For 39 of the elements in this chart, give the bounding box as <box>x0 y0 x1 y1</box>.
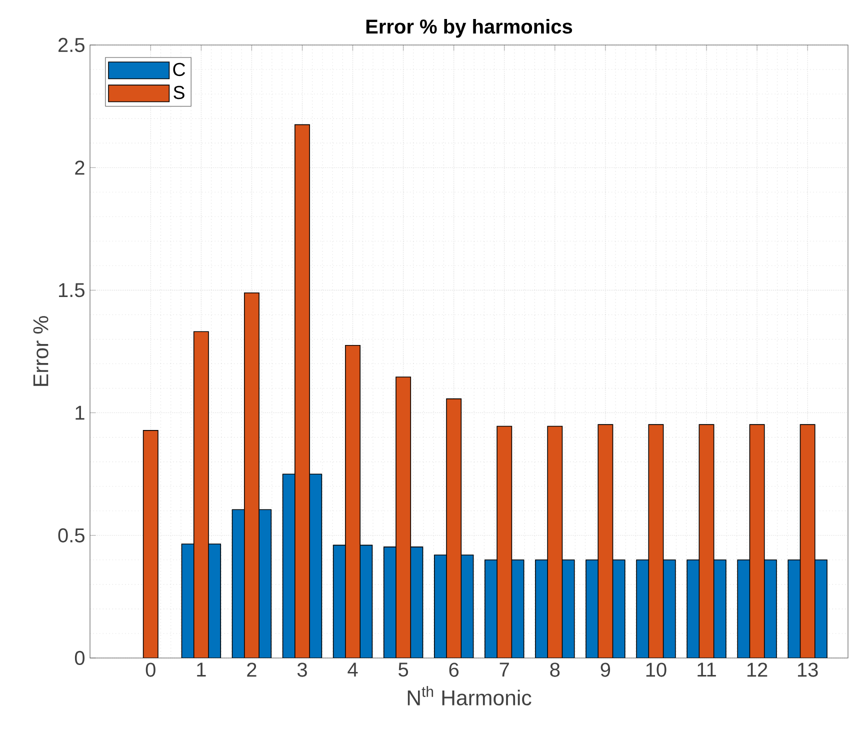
y-tick-label: 2.5 <box>58 38 84 52</box>
bar <box>598 424 613 658</box>
legend-label: S <box>174 86 184 100</box>
bar <box>446 398 462 658</box>
bar <box>800 424 816 658</box>
x-tick-label: 0 <box>146 662 156 677</box>
bar <box>497 426 512 658</box>
x-tick-label: 3 <box>297 662 307 677</box>
x-tick-label: 6 <box>449 662 459 677</box>
x-tick-label: 9 <box>600 662 610 677</box>
bar <box>244 292 260 658</box>
x-tick-label: 7 <box>500 662 509 676</box>
bar <box>194 332 209 658</box>
bar <box>142 430 158 658</box>
x-tick-label: 5 <box>398 662 408 677</box>
y-axis-title: Error % <box>33 316 48 386</box>
bar <box>750 424 764 658</box>
y-tick-label: 0 <box>74 650 85 666</box>
x-axis-title: N$^{th}$ Harmonic <box>408 686 532 706</box>
bar <box>294 124 310 658</box>
x-tick-label: 12 <box>747 662 768 677</box>
x-tick-label: 2 <box>247 662 256 677</box>
y-tick-label: 1.5 <box>59 283 84 298</box>
y-tick-label: 0.5 <box>58 528 84 542</box>
x-tick-label: 10 <box>646 662 666 677</box>
x-tick-label: 13 <box>798 662 818 677</box>
x-tick-label: 8 <box>550 662 560 677</box>
y-tick-label: 1 <box>76 406 84 420</box>
bar <box>648 424 664 658</box>
x-tick-label: 1 <box>197 662 206 676</box>
legend-label: C <box>173 62 186 76</box>
y-tick-label: 2 <box>75 160 84 175</box>
bar <box>345 345 360 658</box>
bar <box>396 376 411 658</box>
x-tick-label: 4 <box>348 662 358 676</box>
bar <box>548 426 562 658</box>
chart-title: Error % by harmonics <box>366 18 572 38</box>
bar <box>699 424 714 658</box>
x-tick-label: 11 <box>698 662 716 676</box>
